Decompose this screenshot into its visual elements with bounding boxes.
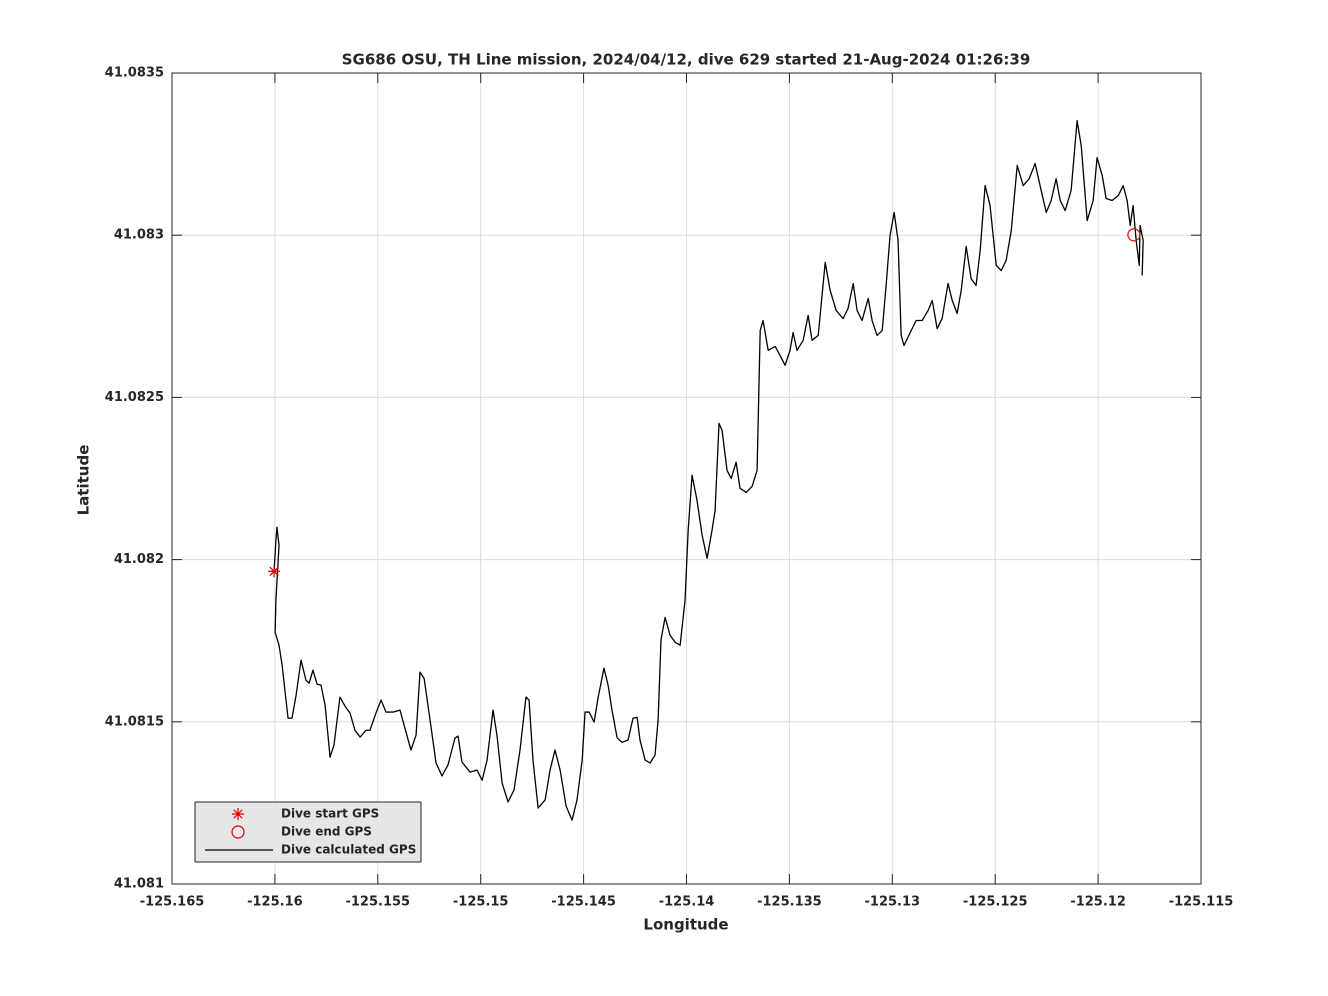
x-tick-label: -125.125: [963, 895, 1028, 910]
x-tick-label: -125.115: [1169, 895, 1234, 910]
x-tick-label: -125.135: [757, 895, 822, 910]
legend-box: [194, 801, 422, 863]
x-tick-label: -125.12: [1070, 895, 1126, 910]
track-line: [273, 120, 1144, 821]
x-tick-label: -125.14: [659, 895, 715, 910]
y-axis-label: Latitude: [75, 445, 93, 516]
legend: Dive start GPS Dive end GPS Dive calculate…: [194, 801, 422, 863]
x-tick-label: -125.165: [140, 895, 205, 910]
y-tick-label: 41.081: [114, 877, 164, 892]
x-axis-label: Longitude: [643, 916, 728, 934]
axes-box: [171, 72, 1202, 885]
legend-symbol: [232, 808, 244, 820]
start-marker: [268, 565, 281, 578]
y-tick-label: 41.0815: [105, 714, 164, 729]
x-tick-label: -125.155: [345, 895, 410, 910]
legend-symbol: [231, 825, 245, 839]
chart-title: SG686 OSU, TH Line mission, 2024/04/12, …: [342, 51, 1031, 69]
x-tick-label: -125.16: [247, 895, 303, 910]
y-tick-label: 41.082: [114, 552, 164, 567]
legend-label: Dive start GPS: [281, 807, 379, 821]
legend-label: Dive calculated GPS: [281, 843, 416, 857]
legend-label: Dive end GPS: [281, 825, 372, 839]
end-marker: [1127, 228, 1141, 242]
x-tick-label: -125.145: [551, 895, 616, 910]
y-tick-label: 41.0825: [105, 390, 164, 405]
x-tick-label: -125.15: [453, 895, 509, 910]
y-tick-label: 41.0835: [105, 66, 164, 81]
x-tick-label: -125.13: [865, 895, 921, 910]
y-tick-label: 41.083: [114, 228, 164, 243]
